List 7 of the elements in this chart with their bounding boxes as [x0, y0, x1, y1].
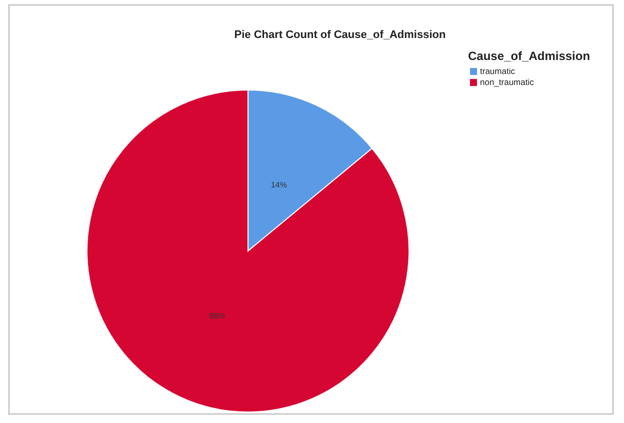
legend-label: non_traumatic — [480, 77, 535, 87]
data-label: 14% — [270, 180, 287, 190]
legend-label: traumatic — [480, 66, 516, 76]
data-label: 86% — [209, 312, 226, 321]
legend-title: Cause_of_Admission — [468, 49, 590, 63]
chart-title: Pie Chart Count of Cause_of_Admission — [234, 29, 446, 41]
pie-slice — [86, 90, 410, 412]
